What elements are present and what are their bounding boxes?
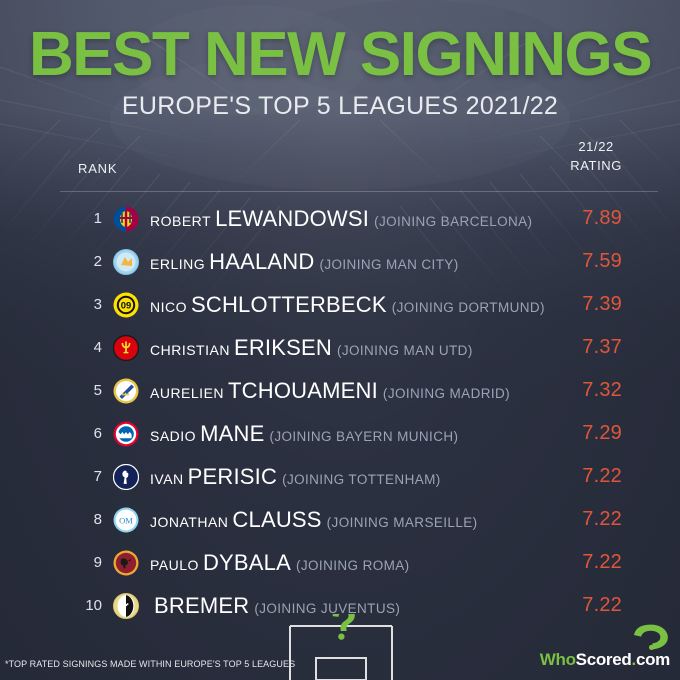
player-last-name: BREMER	[154, 592, 250, 618]
player-first-name: ROBERT	[150, 212, 212, 229]
player-rating: 7.22	[582, 551, 622, 573]
table-row[interactable]: 8 OM JONATHAN CLAUSS (JOINING MARSEILLE) 7…	[0, 498, 680, 541]
svg-text:OM: OM	[119, 515, 133, 525]
player-first-name: IVAN	[150, 470, 184, 487]
player-club: (JOINING BAYERN MUNICH)	[269, 428, 459, 444]
player-rating: 7.22	[582, 508, 622, 530]
player-first-name: CHRISTIAN	[150, 341, 230, 358]
bayern-badge-icon	[113, 421, 139, 447]
player-last-name: TCHOUAMENI	[228, 377, 378, 403]
whoscored-wordmark: WhoScored.com	[539, 650, 671, 669]
player-rating: 7.29	[582, 422, 622, 444]
rating-header-season: 21/22	[578, 139, 614, 154]
player-name: JONATHAN CLAUSS (JOINING MARSEILLE)	[150, 507, 680, 533]
player-name: SADIO MANE (JOINING BAYERN MUNICH)	[150, 421, 680, 447]
table-row[interactable]: 4 CHRISTIAN ERIKSEN (JOINING MAN UTD) 7.37	[0, 326, 680, 369]
column-header-rank: RANK	[78, 161, 118, 176]
player-rating: 7.22	[582, 594, 622, 616]
player-rating: 7.37	[582, 336, 622, 358]
rank-number: 8	[93, 511, 102, 528]
player-last-name: LEWANDOWSI	[215, 205, 370, 231]
player-rating: 7.32	[582, 379, 622, 401]
player-last-name: DYBALA	[202, 549, 291, 575]
table-row[interactable]: 2 ERLING HAALAND (JOINING MAN CITY) 7.59	[0, 240, 680, 283]
roma-badge-icon	[113, 550, 139, 576]
table-row[interactable]: 9 PAULO DYBALA (JOINING ROMA) 7.22	[0, 541, 680, 584]
player-rating: 7.89	[582, 207, 622, 229]
player-club: (JOINING MARSEILLE)	[326, 514, 478, 530]
question-mark-icon	[332, 614, 355, 640]
rank-number: 1	[93, 210, 102, 227]
player-last-name: MANE	[200, 420, 265, 446]
logo-dot-text: .	[631, 650, 637, 669]
table-row[interactable]: 5 AURELIEN TCHOUAMENI (JOINING MADRID) 7.3…	[0, 369, 680, 412]
header: BEST NEW SIGNINGS EUROPE'S TOP 5 LEAGUES…	[0, 0, 680, 121]
table-row[interactable]: 10 BREMER (JOINING JUVENTUS) 7.22	[0, 584, 680, 627]
page-title: BEST NEW SIGNINGS	[28, 20, 653, 89]
player-club: (JOINING JUVENTUS)	[254, 600, 401, 616]
player-rating: 7.39	[582, 293, 622, 315]
whoscored-question-mark-icon	[634, 624, 668, 650]
player-last-name: ERIKSEN	[233, 334, 332, 360]
player-club: (JOINING DORTMUND)	[391, 299, 545, 315]
footnote-text: *TOP RATED SIGNINGS MADE WITHIN EUROPE'S…	[5, 659, 296, 669]
rankings-list: 1 ROBERT LEWANDOWSI (JOINING BARCELONA) 7.…	[0, 197, 680, 627]
table-row[interactable]: 3 09 NICO SCHLOTTERBECK (JOINING DORTMUND)…	[0, 283, 680, 326]
whoscored-logo[interactable]: WhoScored.com	[540, 624, 670, 668]
svg-text:09: 09	[121, 300, 132, 311]
header-divider	[60, 191, 658, 192]
marseille-badge-icon: OM	[113, 507, 139, 533]
player-first-name: PAULO	[150, 556, 199, 573]
dortmund-badge-icon: 09	[113, 292, 139, 318]
barcelona-badge-icon	[113, 206, 139, 232]
logo-scored-text: Scored	[575, 650, 632, 669]
column-headers: RANK 21/22 RATING	[0, 135, 680, 193]
juventus-badge-icon	[113, 592, 139, 619]
player-club: (JOINING MAN CITY)	[319, 256, 459, 272]
table-row[interactable]: 7 IVAN PERISIC (JOINING TOTTENHAM) 7.22	[0, 455, 680, 498]
tottenham-badge-icon	[113, 463, 139, 490]
logo-com-text: com	[635, 650, 670, 669]
player-name: AURELIEN TCHOUAMENI (JOINING MADRID)	[150, 378, 680, 404]
player-club: (JOINING MAN UTD)	[336, 342, 473, 358]
player-name: CHRISTIAN ERIKSEN (JOINING MAN UTD)	[150, 335, 680, 361]
player-club: (JOINING BARCELONA)	[374, 213, 533, 229]
man-city-badge-icon	[113, 248, 139, 275]
rank-number: 2	[93, 253, 102, 270]
real-madrid-badge-icon	[113, 378, 139, 404]
player-first-name: ERLING	[150, 255, 206, 272]
player-last-name: CLAUSS	[232, 506, 322, 532]
table-row[interactable]: 1 ROBERT LEWANDOWSI (JOINING BARCELONA) 7.…	[0, 197, 680, 240]
player-first-name: NICO	[150, 298, 187, 315]
column-header-rating: 21/22 RATING	[570, 138, 622, 176]
rank-number: 5	[93, 382, 102, 399]
rank-number: 4	[93, 339, 102, 356]
player-last-name: SCHLOTTERBECK	[191, 291, 387, 317]
player-club: (JOINING ROMA)	[295, 557, 410, 573]
pitch-graphic	[289, 614, 393, 680]
rank-number: 9	[93, 554, 102, 571]
player-first-name: SADIO	[150, 427, 197, 444]
player-club: (JOINING MADRID)	[382, 385, 511, 401]
rank-number: 6	[93, 425, 102, 442]
rank-number: 7	[93, 468, 102, 485]
player-first-name: AURELIEN	[150, 384, 225, 401]
player-name: IVAN PERISIC (JOINING TOTTENHAM)	[150, 464, 680, 490]
player-last-name: HAALAND	[209, 248, 315, 274]
player-rating: 7.22	[582, 465, 622, 487]
rating-header-label: RATING	[570, 157, 622, 173]
rank-number: 3	[93, 296, 102, 313]
logo-who-text: Who	[539, 650, 576, 669]
player-last-name: PERISIC	[187, 463, 278, 489]
player-rating: 7.59	[582, 250, 622, 272]
player-club: (JOINING TOTTENHAM)	[282, 471, 441, 487]
player-first-name: JONATHAN	[150, 513, 229, 530]
page-subtitle: EUROPE'S TOP 5 LEAGUES 2021/22	[121, 92, 559, 120]
man-utd-badge-icon	[113, 334, 139, 361]
rank-number: 10	[85, 597, 102, 614]
player-name: BREMER (JOINING JUVENTUS)	[150, 593, 680, 619]
player-name: PAULO DYBALA (JOINING ROMA)	[150, 550, 680, 576]
table-row[interactable]: 6 SADIO MANE (JOINING BAYERN MUNICH) 7.29	[0, 412, 680, 455]
